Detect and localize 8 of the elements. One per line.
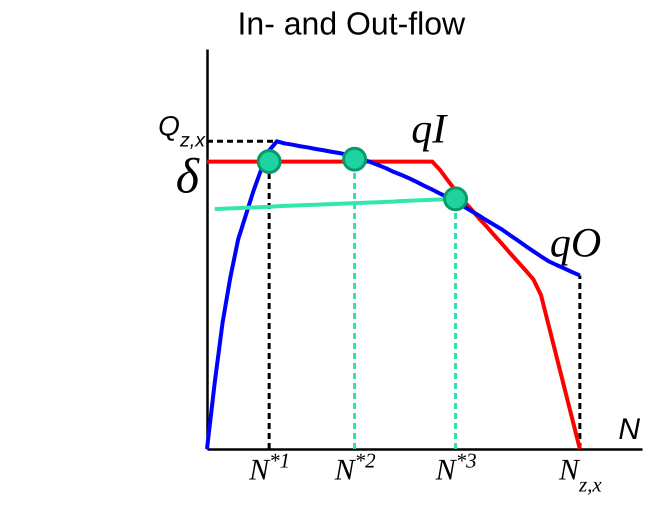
series-label: qO	[550, 220, 602, 266]
x-tick-label: N$^{*2}$	[334, 448, 376, 486]
x-tick-label: N$^{*3}$	[434, 448, 477, 486]
y-axis-title: In- and Out-flow	[238, 6, 466, 42]
x-tick-label: N$^{*1}$	[248, 448, 290, 486]
x-tick-label: N$_{z,x}$	[558, 454, 602, 496]
series-label: qI	[411, 106, 448, 153]
x-axis-title: N	[618, 413, 640, 446]
